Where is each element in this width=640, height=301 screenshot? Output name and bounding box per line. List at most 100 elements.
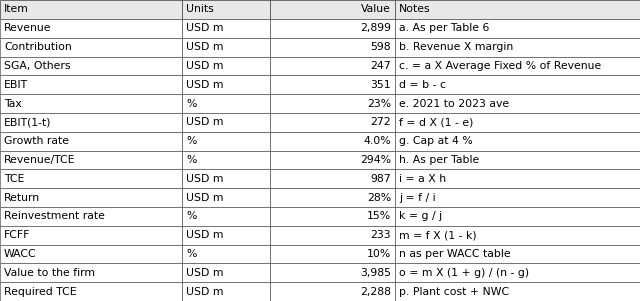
Bar — [395, 188, 640, 207]
Bar — [270, 113, 395, 132]
Text: d = b - c: d = b - c — [399, 80, 446, 90]
Text: f = d X (1 - e): f = d X (1 - e) — [399, 117, 474, 127]
Bar — [182, 188, 270, 207]
Text: Contribution: Contribution — [4, 42, 72, 52]
Bar — [270, 169, 395, 188]
Text: %: % — [186, 211, 196, 222]
Bar — [270, 207, 395, 226]
Text: Required TCE: Required TCE — [4, 287, 77, 296]
Bar — [0, 169, 182, 188]
Text: m = f X (1 - k): m = f X (1 - k) — [399, 230, 477, 240]
Text: EBIT(1-t): EBIT(1-t) — [4, 117, 51, 127]
Text: 23%: 23% — [367, 99, 391, 109]
Bar — [0, 150, 182, 169]
Text: Return: Return — [4, 193, 40, 203]
Bar — [182, 132, 270, 150]
Text: USD m: USD m — [186, 268, 223, 278]
Text: SGA, Others: SGA, Others — [4, 61, 70, 71]
Text: e. 2021 to 2023 ave: e. 2021 to 2023 ave — [399, 99, 509, 109]
Text: Revenue/TCE: Revenue/TCE — [4, 155, 76, 165]
Bar — [182, 0, 270, 19]
Text: 272: 272 — [371, 117, 391, 127]
Text: Reinvestment rate: Reinvestment rate — [4, 211, 105, 222]
Text: 2,899: 2,899 — [360, 23, 391, 33]
Text: %: % — [186, 136, 196, 146]
Text: 294%: 294% — [360, 155, 391, 165]
Text: 4.0%: 4.0% — [364, 136, 391, 146]
Text: 598: 598 — [371, 42, 391, 52]
Bar — [270, 226, 395, 245]
Bar — [182, 169, 270, 188]
Bar — [270, 282, 395, 301]
Text: 987: 987 — [371, 174, 391, 184]
Text: 28%: 28% — [367, 193, 391, 203]
Text: o = m X (1 + g) / (n - g): o = m X (1 + g) / (n - g) — [399, 268, 529, 278]
Text: Growth rate: Growth rate — [4, 136, 69, 146]
Text: g. Cap at 4 %: g. Cap at 4 % — [399, 136, 473, 146]
Bar — [182, 263, 270, 282]
Bar — [0, 94, 182, 113]
Bar — [0, 0, 182, 19]
Text: USD m: USD m — [186, 287, 223, 296]
Bar — [0, 263, 182, 282]
Text: USD m: USD m — [186, 80, 223, 90]
Bar — [182, 94, 270, 113]
Bar — [182, 38, 270, 57]
Bar — [395, 226, 640, 245]
Bar — [270, 150, 395, 169]
Bar — [0, 75, 182, 94]
Bar — [270, 0, 395, 19]
Text: EBIT: EBIT — [4, 80, 28, 90]
Text: USD m: USD m — [186, 193, 223, 203]
Bar — [270, 263, 395, 282]
Bar — [0, 245, 182, 263]
Bar — [395, 150, 640, 169]
Bar — [182, 207, 270, 226]
Text: a. As per Table 6: a. As per Table 6 — [399, 23, 490, 33]
Bar — [395, 38, 640, 57]
Bar — [0, 19, 182, 38]
Bar — [270, 188, 395, 207]
Text: %: % — [186, 155, 196, 165]
Text: h. As per Table: h. As per Table — [399, 155, 479, 165]
Text: USD m: USD m — [186, 23, 223, 33]
Bar — [182, 113, 270, 132]
Text: 15%: 15% — [367, 211, 391, 222]
Bar — [0, 57, 182, 75]
Bar — [270, 57, 395, 75]
Text: 247: 247 — [371, 61, 391, 71]
Text: j = f / i: j = f / i — [399, 193, 436, 203]
Bar — [0, 282, 182, 301]
Text: %: % — [186, 249, 196, 259]
Bar — [0, 226, 182, 245]
Bar — [395, 207, 640, 226]
Bar — [182, 75, 270, 94]
Bar — [395, 57, 640, 75]
Text: i = a X h: i = a X h — [399, 174, 446, 184]
Text: FCFF: FCFF — [4, 230, 30, 240]
Text: TCE: TCE — [4, 174, 24, 184]
Bar — [0, 38, 182, 57]
Text: USD m: USD m — [186, 117, 223, 127]
Text: k = g / j: k = g / j — [399, 211, 442, 222]
Text: 3,985: 3,985 — [360, 268, 391, 278]
Text: Notes: Notes — [399, 5, 431, 14]
Text: 10%: 10% — [367, 249, 391, 259]
Text: 233: 233 — [371, 230, 391, 240]
Bar — [395, 245, 640, 263]
Text: p. Plant cost + NWC: p. Plant cost + NWC — [399, 287, 509, 296]
Bar — [182, 226, 270, 245]
Bar — [0, 188, 182, 207]
Bar — [270, 38, 395, 57]
Bar — [182, 57, 270, 75]
Text: WACC: WACC — [4, 249, 36, 259]
Bar — [182, 282, 270, 301]
Text: Tax: Tax — [4, 99, 22, 109]
Text: USD m: USD m — [186, 42, 223, 52]
Text: Revenue: Revenue — [4, 23, 51, 33]
Bar — [0, 132, 182, 150]
Text: USD m: USD m — [186, 174, 223, 184]
Bar — [270, 245, 395, 263]
Bar — [270, 94, 395, 113]
Bar — [395, 75, 640, 94]
